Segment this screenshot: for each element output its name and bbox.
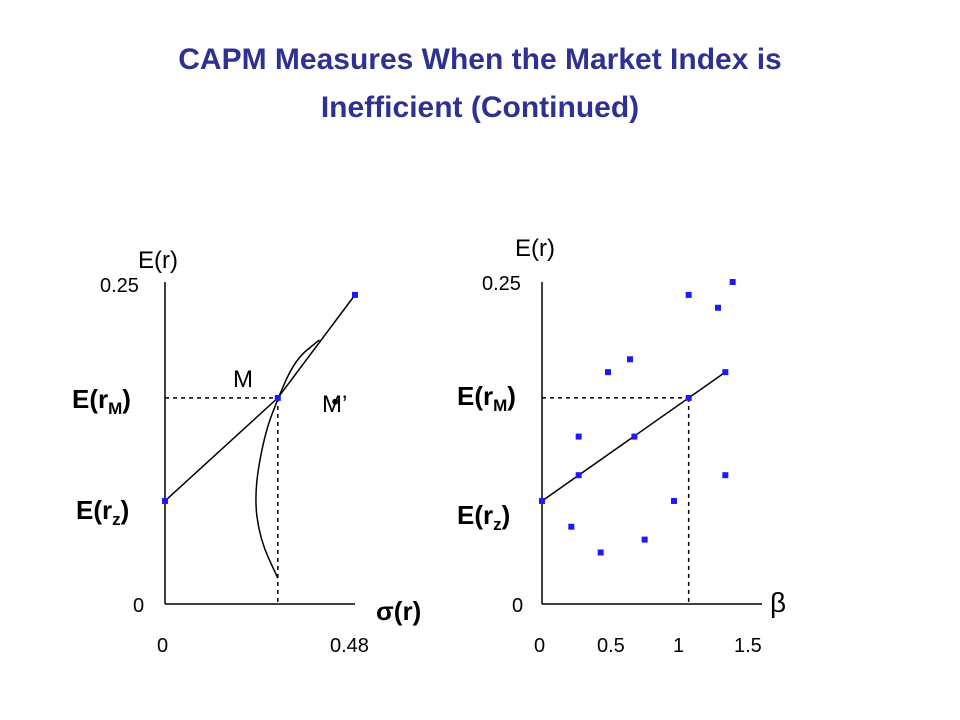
- left-efficient-frontier: [255, 339, 320, 579]
- right-data-point: [575, 433, 582, 440]
- right-data-point: [722, 369, 729, 376]
- right-xtick-1: 0.5: [597, 635, 625, 657]
- left-ytick-top: 0.25: [100, 275, 139, 297]
- right-data-point: [605, 369, 611, 376]
- page-title: CAPM Measures When the Market Index is I…: [0, 36, 960, 132]
- left-ylabel: E(r): [138, 247, 178, 274]
- left-data-point: [274, 394, 281, 401]
- left-xlabel: σ(r): [376, 596, 421, 626]
- left-ytick-bottom: 0: [133, 595, 144, 617]
- right-data-point: [729, 279, 736, 285]
- right-ytick-bottom: 0: [512, 595, 523, 617]
- right-data-point: [715, 304, 721, 311]
- title-line-2: Inefficient (Continued): [320, 91, 640, 124]
- right-data-point: [627, 356, 633, 363]
- left-chart: E(r) 0.25 0 0 0.48 σ(r) E(rM) E(rz) M M’: [72, 247, 421, 657]
- right-data-point: [685, 394, 692, 401]
- right-data-point: [671, 497, 677, 504]
- right-xtick-2: 1: [673, 635, 684, 657]
- right-ylabel: E(r): [515, 235, 555, 262]
- right-ytick-top: 0.25: [482, 273, 521, 295]
- right-chart: E(r) 0.25 0 0 0.5 1 1.5 β E(rM) E(rz): [457, 235, 786, 657]
- title-line-1: CAPM Measures When the Market Index is: [178, 43, 782, 76]
- left-data-point: [352, 291, 358, 298]
- right-xlabel: β: [770, 587, 786, 618]
- right-data-point: [685, 291, 692, 298]
- right-erm-label: E(rM): [457, 381, 516, 415]
- right-plot-area: [539, 279, 762, 605]
- right-data-point: [641, 536, 648, 543]
- left-plot-area: [162, 282, 358, 605]
- right-data-point: [568, 523, 575, 530]
- right-erz-label: E(rz): [457, 500, 510, 534]
- right-xtick-3: 1.5: [734, 635, 762, 657]
- right-data-point: [597, 549, 604, 556]
- left-data-point: [162, 497, 168, 504]
- left-xtick-1: 0.48: [330, 635, 369, 657]
- right-data-point: [539, 497, 545, 504]
- left-erm-label: E(rM): [72, 384, 131, 418]
- right-xtick-0: 0: [534, 635, 545, 657]
- left-point-m-prime: [332, 398, 339, 405]
- right-data-point: [722, 472, 729, 479]
- left-erz-label: E(rz): [76, 495, 129, 529]
- right-data-point: [631, 433, 638, 440]
- right-data-point: [575, 472, 582, 479]
- left-point-label-m: M: [233, 366, 253, 393]
- left-xtick-0: 0: [157, 635, 168, 657]
